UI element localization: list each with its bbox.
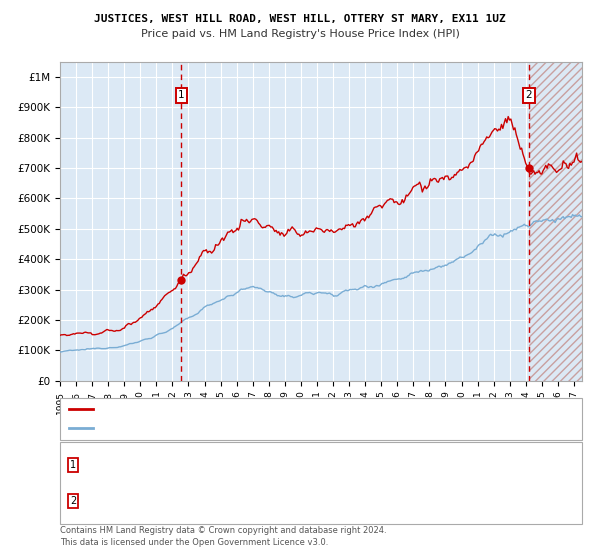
Text: JUSTICES, WEST HILL ROAD, WEST HILL, OTTERY ST MARY, EX11 1UZ (detached house): JUSTICES, WEST HILL ROAD, WEST HILL, OTT…: [99, 405, 490, 414]
Bar: [529, 62, 582, 381]
Text: Contains HM Land Registry data © Crown copyright and database right 2024.
This d: Contains HM Land Registry data © Crown c…: [60, 526, 386, 547]
Text: 07-MAR-2024: 07-MAR-2024: [99, 496, 169, 506]
Text: 2: 2: [526, 90, 532, 100]
Text: JUSTICES, WEST HILL ROAD, WEST HILL, OTTERY ST MARY, EX11 1UZ: JUSTICES, WEST HILL ROAD, WEST HILL, OTT…: [94, 14, 506, 24]
Text: Price paid vs. HM Land Registry's House Price Index (HPI): Price paid vs. HM Land Registry's House …: [140, 29, 460, 39]
Text: 2: 2: [70, 496, 76, 506]
Text: 1: 1: [178, 90, 185, 100]
Text: £700,000: £700,000: [240, 496, 289, 506]
Text: £330,000: £330,000: [240, 460, 289, 470]
Text: 25-JUL-2002: 25-JUL-2002: [99, 460, 163, 470]
Text: 56% ↑ HPI: 56% ↑ HPI: [384, 460, 439, 470]
Text: 1: 1: [70, 460, 76, 470]
Text: 32% ↑ HPI: 32% ↑ HPI: [384, 496, 439, 506]
Text: HPI: Average price, detached house, East Devon: HPI: Average price, detached house, East…: [99, 423, 318, 432]
